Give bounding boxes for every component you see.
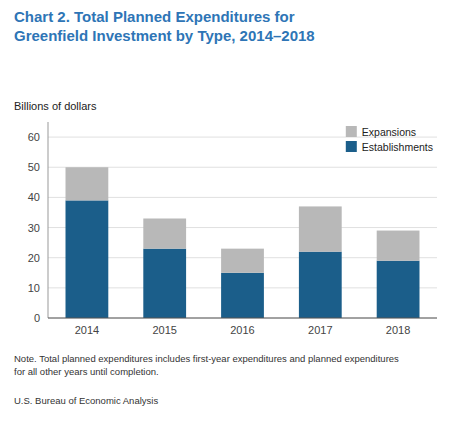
y-tick-label: 20 <box>28 252 40 264</box>
bar <box>143 218 186 248</box>
bar <box>299 252 342 318</box>
title-line: Greenfield Investment by Type, 2014–2018 <box>14 27 315 44</box>
chart: Chart 2. Total Planned Expenditures for G… <box>0 0 451 440</box>
bar <box>143 249 186 318</box>
x-tick-label: 2018 <box>386 324 410 336</box>
bar <box>377 261 420 318</box>
y-tick-label: 60 <box>28 131 40 143</box>
y-tick-label: 10 <box>28 282 40 294</box>
bar <box>221 249 264 273</box>
grid <box>48 137 437 318</box>
note: Note. Total planned expenditures include… <box>14 353 399 377</box>
grid-line <box>48 318 437 319</box>
title: Chart 2. Total Planned Expenditures for G… <box>14 8 315 44</box>
y-tick-label: 50 <box>28 161 40 173</box>
legend-label: Expansions <box>362 126 416 138</box>
note-line: Note. Total planned expenditures include… <box>14 353 399 364</box>
legend: Expansions Establishments <box>346 126 433 153</box>
x-tick-label: 2017 <box>308 324 332 336</box>
x-tick-label: 2016 <box>230 324 254 336</box>
legend-swatch <box>346 141 357 152</box>
y-axis-line <box>48 122 49 318</box>
bar <box>66 200 109 318</box>
bars <box>66 167 420 318</box>
bar <box>299 206 342 251</box>
bar <box>377 231 420 261</box>
source: U.S. Bureau of Economic Analysis <box>14 395 158 406</box>
y-axis-label: Billions of dollars <box>14 100 97 112</box>
x-tick-label: 2015 <box>152 324 176 336</box>
x-axis-line <box>48 318 437 319</box>
legend-label: Establishments <box>362 141 433 153</box>
title-line: Chart 2. Total Planned Expenditures for <box>14 8 295 25</box>
bar <box>66 167 109 200</box>
bar <box>221 273 264 318</box>
note-line: for all other years until completion. <box>14 366 159 377</box>
y-tick-label: 0 <box>34 312 40 324</box>
x-tick-label: 2014 <box>75 324 99 336</box>
y-tick-label: 40 <box>28 191 40 203</box>
y-tick-label: 30 <box>28 222 40 234</box>
legend-swatch <box>346 126 357 137</box>
